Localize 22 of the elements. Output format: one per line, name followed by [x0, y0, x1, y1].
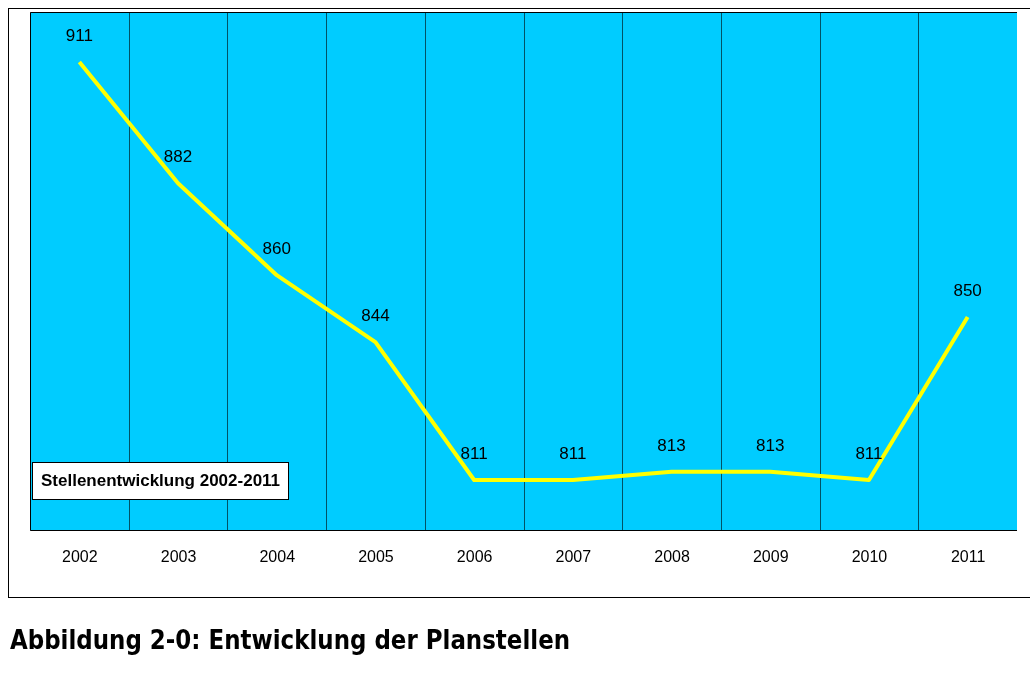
text: Abbildung 2-0: Entwicklung der Planstellen: [10, 624, 571, 655]
data-label: 811: [855, 444, 883, 463]
data-label: 811: [460, 444, 488, 463]
data-label: 813: [657, 435, 686, 455]
x-tick-label: 2006: [456, 547, 493, 565]
x-tick-label: 2002: [62, 547, 98, 565]
x-tick-label: 2004: [259, 547, 296, 565]
data-label: 844: [361, 306, 390, 326]
text: Stellenentwicklung 2002-2011: [32, 462, 290, 500]
x-tick-label: 2008: [654, 547, 690, 565]
x-tick-label: 2007: [555, 547, 592, 565]
data-label: 813: [756, 435, 785, 455]
data-label: 911: [65, 26, 93, 45]
x-tick-label: 2010: [851, 547, 888, 565]
data-label: 850: [953, 280, 982, 300]
x-tick-label: 2011: [950, 547, 986, 565]
data-label: 882: [163, 147, 193, 167]
data-label: 860: [262, 239, 291, 259]
x-tick-label: 2009: [752, 547, 789, 565]
data-label: 811: [559, 444, 587, 463]
x-tick-label: 2005: [358, 547, 394, 565]
x-tick-label: 2003: [160, 547, 197, 565]
